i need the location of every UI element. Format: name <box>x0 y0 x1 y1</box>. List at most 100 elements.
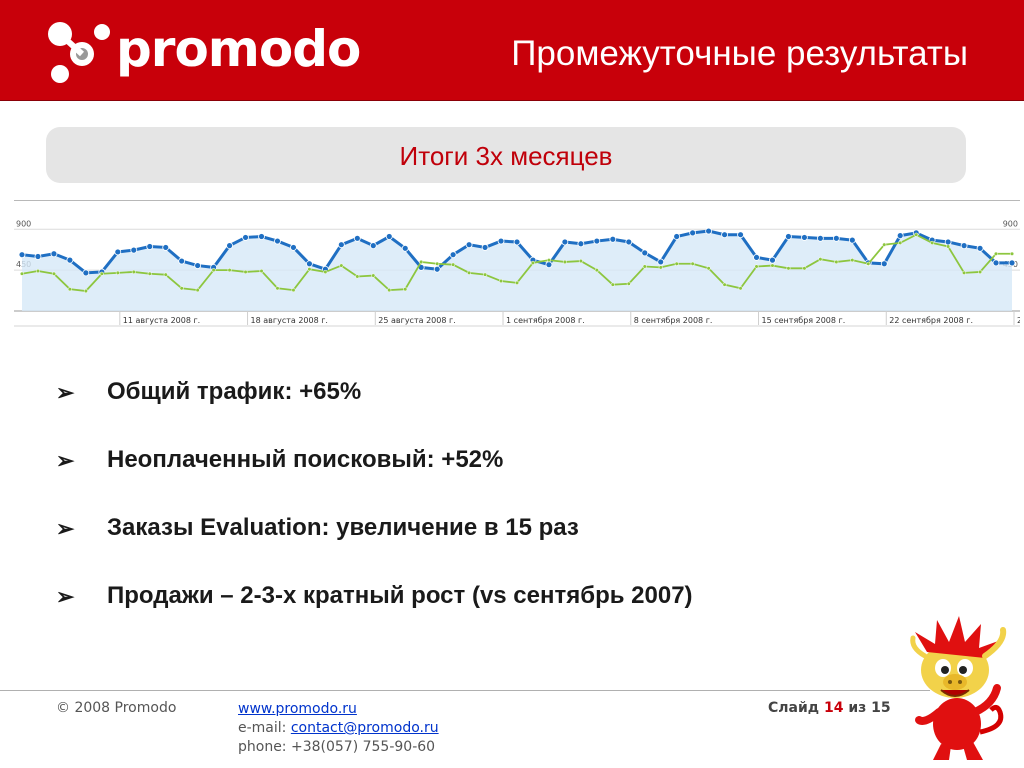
arrow-bullet-icon: ➢ <box>56 448 75 473</box>
data-point <box>337 241 345 249</box>
data-point <box>114 248 122 256</box>
data-point <box>818 257 823 262</box>
data-point <box>353 234 361 242</box>
data-point <box>131 269 136 274</box>
data-point <box>162 244 170 251</box>
data-point <box>689 229 697 237</box>
data-point <box>498 278 504 284</box>
data-point <box>243 269 248 274</box>
data-point <box>545 261 553 269</box>
data-point <box>35 268 41 274</box>
data-point <box>226 242 233 249</box>
data-point <box>721 231 728 239</box>
data-point <box>530 260 536 265</box>
data-point <box>34 253 42 260</box>
data-point <box>674 261 679 266</box>
data-point <box>992 259 1000 267</box>
data-point <box>944 238 952 246</box>
data-point <box>259 268 264 274</box>
data-point <box>211 268 216 273</box>
data-point <box>657 258 665 266</box>
data-point <box>258 233 265 240</box>
data-point <box>946 244 951 249</box>
data-point <box>834 259 839 265</box>
data-point <box>291 288 296 293</box>
data-point <box>481 244 489 251</box>
data-point <box>962 270 967 275</box>
data-point <box>561 238 569 246</box>
data-point <box>562 259 567 265</box>
data-point <box>435 261 440 266</box>
data-point <box>339 263 344 268</box>
data-point <box>690 261 695 266</box>
x-tick-label: 29 сентября 2008 г. <box>1017 316 1020 325</box>
data-point <box>83 288 88 294</box>
data-point <box>146 243 154 250</box>
data-point <box>18 251 26 259</box>
data-point <box>467 270 472 275</box>
data-point <box>578 258 583 264</box>
x-tick-label: 25 августа 2008 г. <box>378 316 455 325</box>
data-point <box>914 232 919 237</box>
data-point <box>769 256 776 264</box>
data-point <box>50 250 58 258</box>
data-point <box>1008 259 1016 267</box>
promodo-logo[interactable]: promodo <box>46 18 361 88</box>
email-link[interactable]: contact@promodo.ru <box>290 720 439 736</box>
copyright: © 2008 Promodo <box>56 700 177 716</box>
data-point <box>433 265 441 273</box>
data-point <box>609 235 617 243</box>
header-bar: promodo Промежуточные результаты <box>0 0 1024 101</box>
data-point <box>978 269 983 274</box>
mascot-image <box>910 616 1007 760</box>
data-point <box>625 238 633 246</box>
data-point <box>898 240 903 245</box>
list-item: ➢ Неоплаченный поисковый: +52% <box>56 446 856 514</box>
data-point <box>275 286 280 291</box>
list-item: ➢ Общий трафик: +65% <box>56 378 856 446</box>
data-point <box>673 233 681 240</box>
data-point <box>514 280 520 285</box>
arrow-bullet-icon: ➢ <box>56 380 75 405</box>
data-point <box>82 269 90 277</box>
subtitle-text: Итоги 3х месяцев <box>399 141 613 171</box>
data-point <box>307 267 312 272</box>
list-item: ➢ Продажи – 2-3-х кратный рост (vs сентяб… <box>56 582 856 650</box>
data-point <box>290 244 297 251</box>
phone-text: phone: +38(057) 755-90-60 <box>238 739 436 755</box>
y-tick-label-right: 900 <box>1003 219 1018 228</box>
website-link[interactable]: www.promodo.ru <box>238 701 357 717</box>
traffic-chart: 90090045045011 августа 2008 г.18 августа… <box>14 200 1020 327</box>
data-point <box>976 244 984 252</box>
data-point <box>371 273 376 278</box>
data-point <box>195 288 200 293</box>
data-point <box>594 268 599 273</box>
slide-total: 15 <box>871 700 891 716</box>
data-point <box>51 271 56 276</box>
data-point <box>802 266 807 271</box>
data-point <box>546 258 551 263</box>
data-point <box>658 265 663 270</box>
data-point <box>67 287 72 292</box>
data-point <box>722 282 727 287</box>
data-point <box>593 237 601 245</box>
data-point <box>786 266 791 271</box>
x-tick-label: 15 сентября 2008 г. <box>762 316 846 325</box>
data-point <box>130 246 138 254</box>
data-point <box>866 261 871 266</box>
series-area <box>22 231 1012 311</box>
data-point <box>227 268 232 273</box>
page-title: Промежуточные результаты <box>511 34 968 73</box>
data-point <box>513 238 521 246</box>
data-point <box>850 258 855 263</box>
data-point <box>497 237 505 245</box>
data-point <box>451 262 456 267</box>
logo-text: promodo <box>116 20 361 78</box>
arrow-bullet-icon: ➢ <box>56 584 75 609</box>
bullet-text: Продажи – 2-3-х кратный рост (vs сентябр… <box>107 582 693 609</box>
data-point <box>369 242 377 249</box>
data-point <box>641 249 649 257</box>
arrow-bullet-icon: ➢ <box>56 516 75 541</box>
data-point <box>465 241 473 249</box>
logo-dots-icon <box>48 22 110 83</box>
